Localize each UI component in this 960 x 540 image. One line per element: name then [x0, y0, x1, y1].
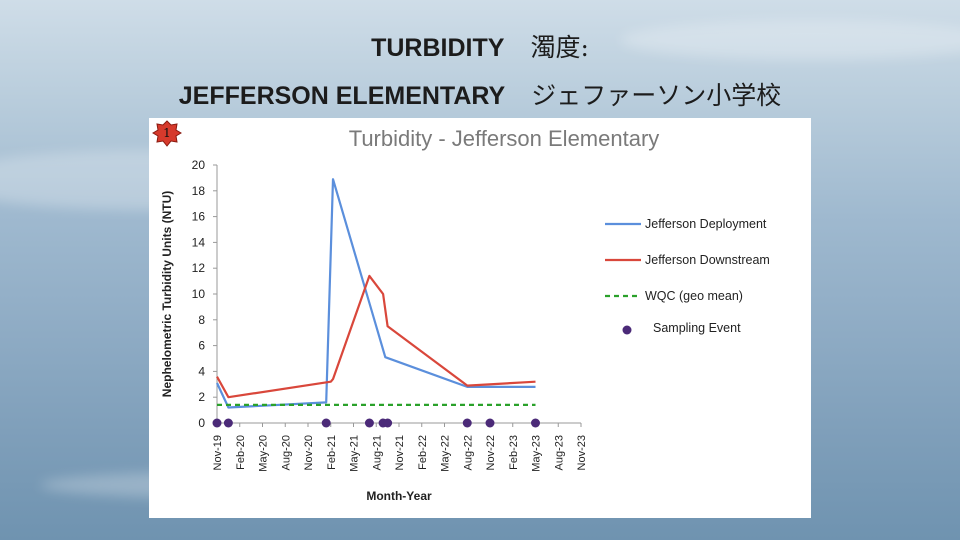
y-tick-label: 16: [192, 210, 206, 224]
title-english: TURBIDITY: [371, 34, 505, 62]
y-tick-label: 0: [198, 416, 205, 430]
chart-panel: 1 Turbidity - Jefferson Elementary 0 2 4 6 8…: [149, 118, 811, 518]
y-tick-label: 10: [192, 287, 206, 301]
sampling-event-point: [485, 418, 495, 428]
y-tick-label: 2: [198, 390, 205, 404]
sampling-event-point: [531, 418, 540, 428]
series-layer: [216, 178, 536, 409]
legend-label: Jefferson Downstream: [645, 253, 770, 267]
x-tick-label: Nov-23: [576, 435, 588, 470]
x-tick-label: May-21: [349, 435, 361, 472]
axes: 0 2 4 6 8 10 12 14 16 18 20 Nov-19 Feb-20 May-20 Aug-2…: [192, 158, 588, 472]
x-tick-label: Nov-19: [212, 435, 224, 470]
x-tick-label: Aug-21: [371, 435, 383, 470]
title-japanese: 濁度:: [530, 33, 589, 62]
y-tick-label: 4: [198, 364, 205, 378]
sampling-event-point: [383, 418, 393, 428]
x-tick-label: Feb-20: [235, 435, 247, 470]
x-tick-label: Aug-20: [280, 435, 292, 470]
y-tick-label: 6: [198, 339, 205, 353]
slide-title-line1: TURBIDITY 濁度:: [0, 28, 960, 64]
legend-swatch: [622, 325, 632, 335]
series-line-jefferson-downstream: [216, 274, 536, 399]
sampling-event-point: [212, 418, 222, 428]
y-tick-label: 20: [192, 158, 206, 172]
x-tick-label: May-23: [531, 435, 543, 472]
x-tick-label: Feb-22: [417, 435, 429, 470]
slide-title-line2: JEFFERSON ELEMENTARY ジェファーソン小学校: [0, 76, 960, 112]
y-axis-label: Nephelometric Turbidity Units (NTU): [160, 191, 174, 397]
legend-label: Jefferson Deployment: [645, 217, 767, 231]
legend-label: Sampling Event: [653, 321, 741, 335]
series-line-jefferson-deployment: [216, 178, 536, 409]
turbidity-line-chart: 1 Turbidity - Jefferson Elementary 0 2 4 6 8…: [152, 120, 770, 503]
chart-title: Turbidity - Jefferson Elementary: [349, 126, 660, 151]
legend: Jefferson Deployment Jefferson Downstream…: [605, 217, 770, 335]
sampling-event-point: [223, 418, 233, 428]
x-tick-label: Feb-21: [326, 435, 338, 470]
x-axis-label: Month-Year: [366, 489, 432, 503]
sampling-event-point: [364, 418, 374, 428]
x-tick-label: May-22: [440, 435, 452, 472]
x-tick-label: Feb-23: [508, 435, 520, 470]
badge-number: 1: [163, 126, 171, 140]
subtitle-english: JEFFERSON ELEMENTARY: [178, 82, 506, 110]
x-tick-label: Nov-20: [303, 435, 315, 470]
sampling-event-point: [462, 418, 472, 428]
x-tick-label: Aug-22: [462, 435, 474, 470]
sampling-event-point: [321, 418, 331, 428]
y-tick-label: 8: [198, 313, 205, 327]
badge-icon: 1: [152, 120, 182, 147]
subtitle-japanese: ジェファーソン小学校: [531, 81, 782, 110]
y-tick-label: 18: [192, 184, 206, 198]
x-tick-label: Nov-22: [485, 435, 497, 470]
x-tick-label: Aug-23: [553, 435, 565, 470]
x-tick-label: Nov-21: [394, 435, 406, 470]
x-tick-label: May-20: [258, 435, 270, 472]
y-tick-label: 12: [192, 261, 206, 275]
legend-label: WQC (geo mean): [645, 289, 743, 303]
y-tick-label: 14: [192, 235, 206, 249]
sampling-events: [212, 418, 540, 428]
